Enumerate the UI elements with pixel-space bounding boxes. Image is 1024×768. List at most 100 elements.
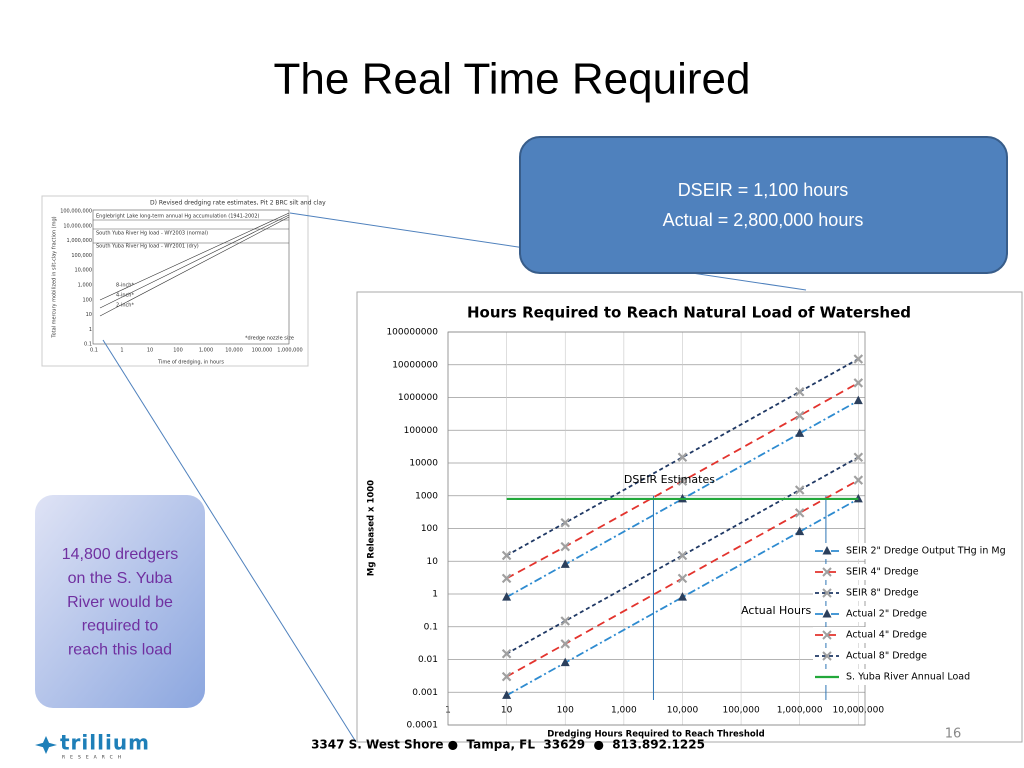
y-tick-label: 10000000 <box>392 360 438 370</box>
callout-box <box>519 136 1008 274</box>
inset-y-label: Total mercury mobilized in silt-clay fra… <box>52 216 58 338</box>
legend-marker <box>822 609 832 618</box>
legend-marker <box>822 546 832 555</box>
inset-y-tick: 1,000 <box>78 283 92 289</box>
marker <box>794 386 805 397</box>
footer: 3347 S. West Shore ● Tampa, FL 33629 ● 8… <box>311 738 705 752</box>
y-tick-label: 0.0001 <box>407 721 439 731</box>
inset-y-tick: 10,000,000 <box>63 223 92 229</box>
marker <box>677 550 688 561</box>
callout-text: Actual = 2,800,000 hours <box>663 210 864 230</box>
inset-y-tick: 100,000,000 <box>60 209 92 215</box>
annotation: DSEIR Estimates <box>624 473 715 486</box>
marker <box>502 592 512 601</box>
inset-x-label: Time of dredging, in hours <box>157 360 224 366</box>
marker <box>560 559 570 568</box>
marker <box>502 690 512 699</box>
inset-y-tick: 100,000 <box>71 253 92 259</box>
inset-figure: D) Revised dredging rate estimates, Pit … <box>41 195 326 367</box>
inset-y-tick: 10 <box>86 312 92 318</box>
marker <box>853 378 864 388</box>
legend-label: S. Yuba River Annual Load <box>846 672 970 683</box>
inset-y-tick: 100 <box>82 297 92 303</box>
logo-icon <box>35 736 57 754</box>
inset-y-tick: 1,000,000 <box>67 238 92 244</box>
y-tick-label: 100 <box>421 524 438 534</box>
inset-band-label: South Yuba River Hg load - WY2003 (norma… <box>96 231 208 237</box>
legend-label: SEIR 4" Dredge <box>846 567 919 578</box>
inset-plot <box>92 209 290 345</box>
inset-line-label: 4-inch* <box>116 293 134 299</box>
logo-name: trillium <box>60 731 150 755</box>
marker <box>501 550 512 561</box>
marker <box>795 526 805 536</box>
inset-x-tick: 100,000 <box>252 348 273 354</box>
inset-x-tick: 1,000 <box>199 348 213 354</box>
legend-label: SEIR 8" Dredge <box>846 588 919 599</box>
legend-bg <box>813 543 1013 559</box>
y-tick-label: 100000 <box>404 426 439 436</box>
inset-x-tick: 10 <box>147 348 153 354</box>
y-tick-label: 1000 <box>415 491 438 501</box>
logo-tagline: RESEARCH <box>62 755 126 761</box>
note-text: reach this load <box>68 641 172 658</box>
series-line <box>506 399 859 598</box>
inset-x-tick: 0.1 <box>90 348 98 354</box>
legend-bg <box>813 627 1013 643</box>
note-text: 14,800 dredgers <box>62 546 179 563</box>
marker <box>677 592 687 601</box>
inset-y-tick: 1 <box>89 327 92 333</box>
inset-band-label: Englebright Lake long-term annual Hg acc… <box>96 214 260 220</box>
x-tick-label: 100,000 <box>722 706 759 716</box>
marker <box>677 476 688 486</box>
marker <box>853 395 863 405</box>
x-tick-label: 100 <box>557 706 574 716</box>
inset-y-tick: 10,000 <box>75 268 93 274</box>
marker <box>501 573 512 584</box>
chart-title: Hours Required to Reach Natural Load of … <box>467 304 911 322</box>
note-box <box>35 495 205 708</box>
callout-text: DSEIR = 1,100 hours <box>678 180 849 200</box>
y-tick-label: 0.1 <box>424 622 438 632</box>
y-tick-label: 100000000 <box>386 328 438 338</box>
series-line <box>506 358 859 557</box>
marker <box>853 475 864 485</box>
y-tick-label: 1000000 <box>398 393 438 403</box>
marker <box>501 648 512 659</box>
y-tick-label: 0.01 <box>418 655 438 665</box>
connector <box>102 339 357 743</box>
y-tick-label: 10000 <box>409 459 438 469</box>
marker <box>795 428 805 437</box>
marker <box>560 541 571 552</box>
note-text: River would be <box>67 594 173 611</box>
slide-title: The Real Time Required <box>274 55 751 104</box>
x-tick-label: 1,000,000 <box>777 706 823 716</box>
marker <box>560 657 570 667</box>
inset-line-label: 8-inch* <box>116 283 134 289</box>
chart: Hours Required to Reach Natural Load of … <box>367 304 1013 740</box>
marker <box>677 452 688 463</box>
series-line <box>506 498 859 697</box>
x-tick-label: 10,000,000 <box>833 706 885 716</box>
y-axis-label: Mg Released x 1000 <box>367 480 377 576</box>
marker <box>501 671 512 682</box>
legend-marker <box>822 630 832 640</box>
inset-x-tick: 1 <box>120 348 123 354</box>
inset-line <box>99 214 290 309</box>
inset-x-tick: 1,000,000 <box>277 348 302 354</box>
marker <box>560 639 571 649</box>
legend-label: Actual 2" Dredge <box>846 609 927 620</box>
y-tick-label: 0.001 <box>412 688 438 698</box>
x-tick-label: 1,000 <box>611 706 637 716</box>
y-tick-label: 1 <box>432 590 438 600</box>
marker <box>794 508 805 518</box>
note-text: on the S. Yuba <box>68 570 173 587</box>
marker <box>794 410 805 421</box>
inset-line <box>99 216 290 317</box>
inset-line <box>99 212 290 301</box>
note-text-group: 14,800 dredgers on the S. Yuba River would… <box>62 546 179 658</box>
legend-bg <box>813 669 1013 685</box>
chart-frame <box>356 291 1023 743</box>
legend-label: Actual 4" Dredge <box>846 630 927 641</box>
